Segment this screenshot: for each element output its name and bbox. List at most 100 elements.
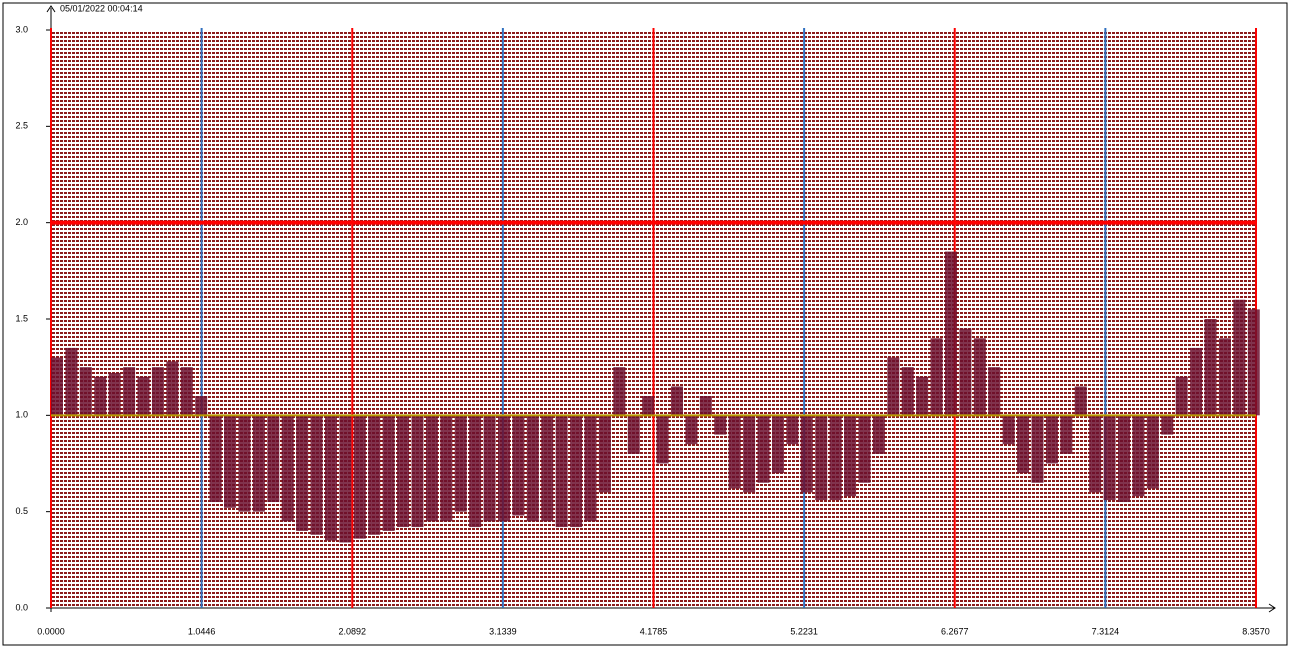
bar	[440, 415, 453, 522]
bar	[771, 415, 784, 474]
bar	[195, 396, 208, 416]
bar	[1204, 319, 1217, 416]
y-tick-label: 1.5	[15, 313, 28, 323]
bar	[1118, 415, 1131, 503]
x-tick-label: 8.3570	[1242, 626, 1270, 636]
bar	[944, 251, 957, 416]
bar	[1017, 415, 1030, 474]
x-tick-label: 6.2677	[941, 626, 969, 636]
y-tick-label: 2.0	[15, 217, 28, 227]
bar	[901, 367, 914, 416]
bar	[526, 415, 539, 522]
x-tick-label: 5.2231	[790, 626, 818, 636]
x-tick-label: 7.3124	[1092, 626, 1120, 636]
bar	[94, 376, 107, 416]
bar	[887, 357, 900, 416]
bar	[613, 367, 626, 416]
bar	[757, 415, 770, 483]
bar	[1060, 415, 1073, 454]
x-tick-label: 2.0892	[338, 626, 366, 636]
bar	[656, 415, 669, 464]
bar	[916, 376, 929, 416]
bar	[1074, 386, 1087, 416]
bar	[497, 415, 510, 522]
x-tick-label: 1.0446	[188, 626, 216, 636]
bar	[137, 376, 150, 416]
bar	[1233, 299, 1246, 416]
bar	[728, 415, 741, 489]
bar	[1146, 415, 1159, 489]
bar	[411, 415, 424, 528]
bar	[930, 338, 943, 416]
bar	[310, 415, 323, 535]
bar	[296, 415, 309, 531]
y-tick-label: 0.5	[15, 506, 28, 516]
bar	[166, 361, 179, 416]
bar	[1089, 415, 1102, 493]
bar	[224, 415, 237, 508]
bar	[671, 386, 684, 416]
bar	[483, 415, 496, 522]
bar	[1161, 415, 1174, 435]
bar	[1218, 338, 1231, 416]
y-arrow	[46, 5, 56, 13]
bar	[815, 415, 828, 501]
bar	[973, 338, 986, 416]
bar	[123, 367, 136, 416]
bar	[267, 415, 280, 503]
bar	[627, 415, 640, 454]
y-tick-label: 0.0	[15, 602, 28, 612]
bar	[699, 396, 712, 416]
bar	[79, 367, 92, 416]
bar	[1247, 309, 1260, 416]
bar	[425, 415, 438, 522]
bar	[151, 367, 164, 416]
x-tick-label: 0.0000	[37, 626, 65, 636]
bar	[555, 415, 568, 528]
x-arrow	[1268, 603, 1276, 613]
bar	[368, 415, 381, 535]
bar	[541, 415, 554, 522]
bar	[512, 415, 525, 516]
bar	[180, 367, 193, 416]
bar	[872, 415, 885, 454]
bar	[252, 415, 265, 512]
bar	[642, 396, 655, 416]
bar	[844, 415, 857, 497]
x-tick-label: 4.1785	[640, 626, 668, 636]
bar	[1175, 376, 1188, 416]
bar	[829, 415, 842, 501]
bar	[685, 415, 698, 445]
y-tick-label: 3.0	[15, 24, 28, 34]
bar	[51, 357, 63, 416]
bar	[570, 415, 583, 528]
bar	[454, 415, 467, 512]
x-tick-label: 3.1339	[489, 626, 517, 636]
bar	[65, 347, 78, 416]
bar	[397, 415, 410, 528]
bar	[1002, 415, 1015, 445]
bar	[209, 415, 222, 503]
bar	[108, 372, 121, 416]
bar	[238, 415, 251, 512]
y-tick-label: 2.5	[15, 121, 28, 131]
bar	[1103, 415, 1116, 501]
bar	[281, 415, 294, 522]
bar	[1045, 415, 1058, 464]
bar	[584, 415, 597, 522]
bar	[339, 415, 352, 543]
chart-title: 05/01/2022 00:04:14	[60, 3, 143, 13]
y-tick-label: 1.0	[15, 410, 28, 420]
bar	[988, 367, 1001, 416]
bar	[598, 415, 611, 493]
bar	[800, 415, 813, 493]
bar	[382, 415, 395, 531]
bar	[786, 415, 799, 445]
bar	[1132, 415, 1145, 497]
bar	[714, 415, 727, 435]
bar	[858, 415, 871, 483]
bar	[1190, 347, 1203, 416]
bar	[743, 415, 756, 493]
bar	[1031, 415, 1044, 483]
